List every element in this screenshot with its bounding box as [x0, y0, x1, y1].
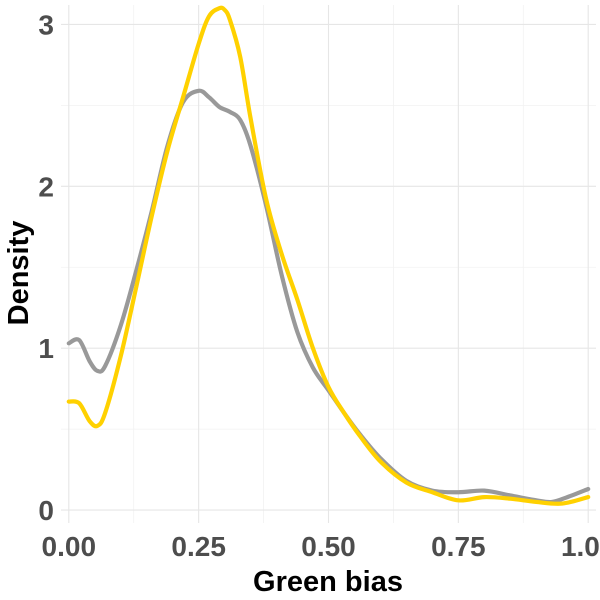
x-tick-label: 1.00 — [561, 531, 600, 562]
y-tick-label: 1 — [38, 333, 54, 364]
y-tick-label: 0 — [38, 495, 54, 526]
grid — [61, 5, 596, 523]
x-tick-label: 0.00 — [42, 531, 97, 562]
x-tick-label: 0.75 — [431, 531, 486, 562]
density-line-2 — [66, 5, 591, 506]
y-axis-title: Density — [3, 221, 35, 326]
y-tick-label: 3 — [38, 9, 54, 40]
x-tick-label: 0.50 — [301, 531, 356, 562]
x-axis-title: Green bias — [253, 566, 403, 598]
y-tick-labels: 0 1 2 3 — [38, 9, 54, 526]
series-lines — [66, 5, 591, 506]
x-tick-label: 0.25 — [171, 531, 226, 562]
x-tick-labels: 0.00 0.25 0.50 0.75 1.00 — [42, 531, 600, 562]
y-tick-label: 2 — [38, 171, 54, 202]
